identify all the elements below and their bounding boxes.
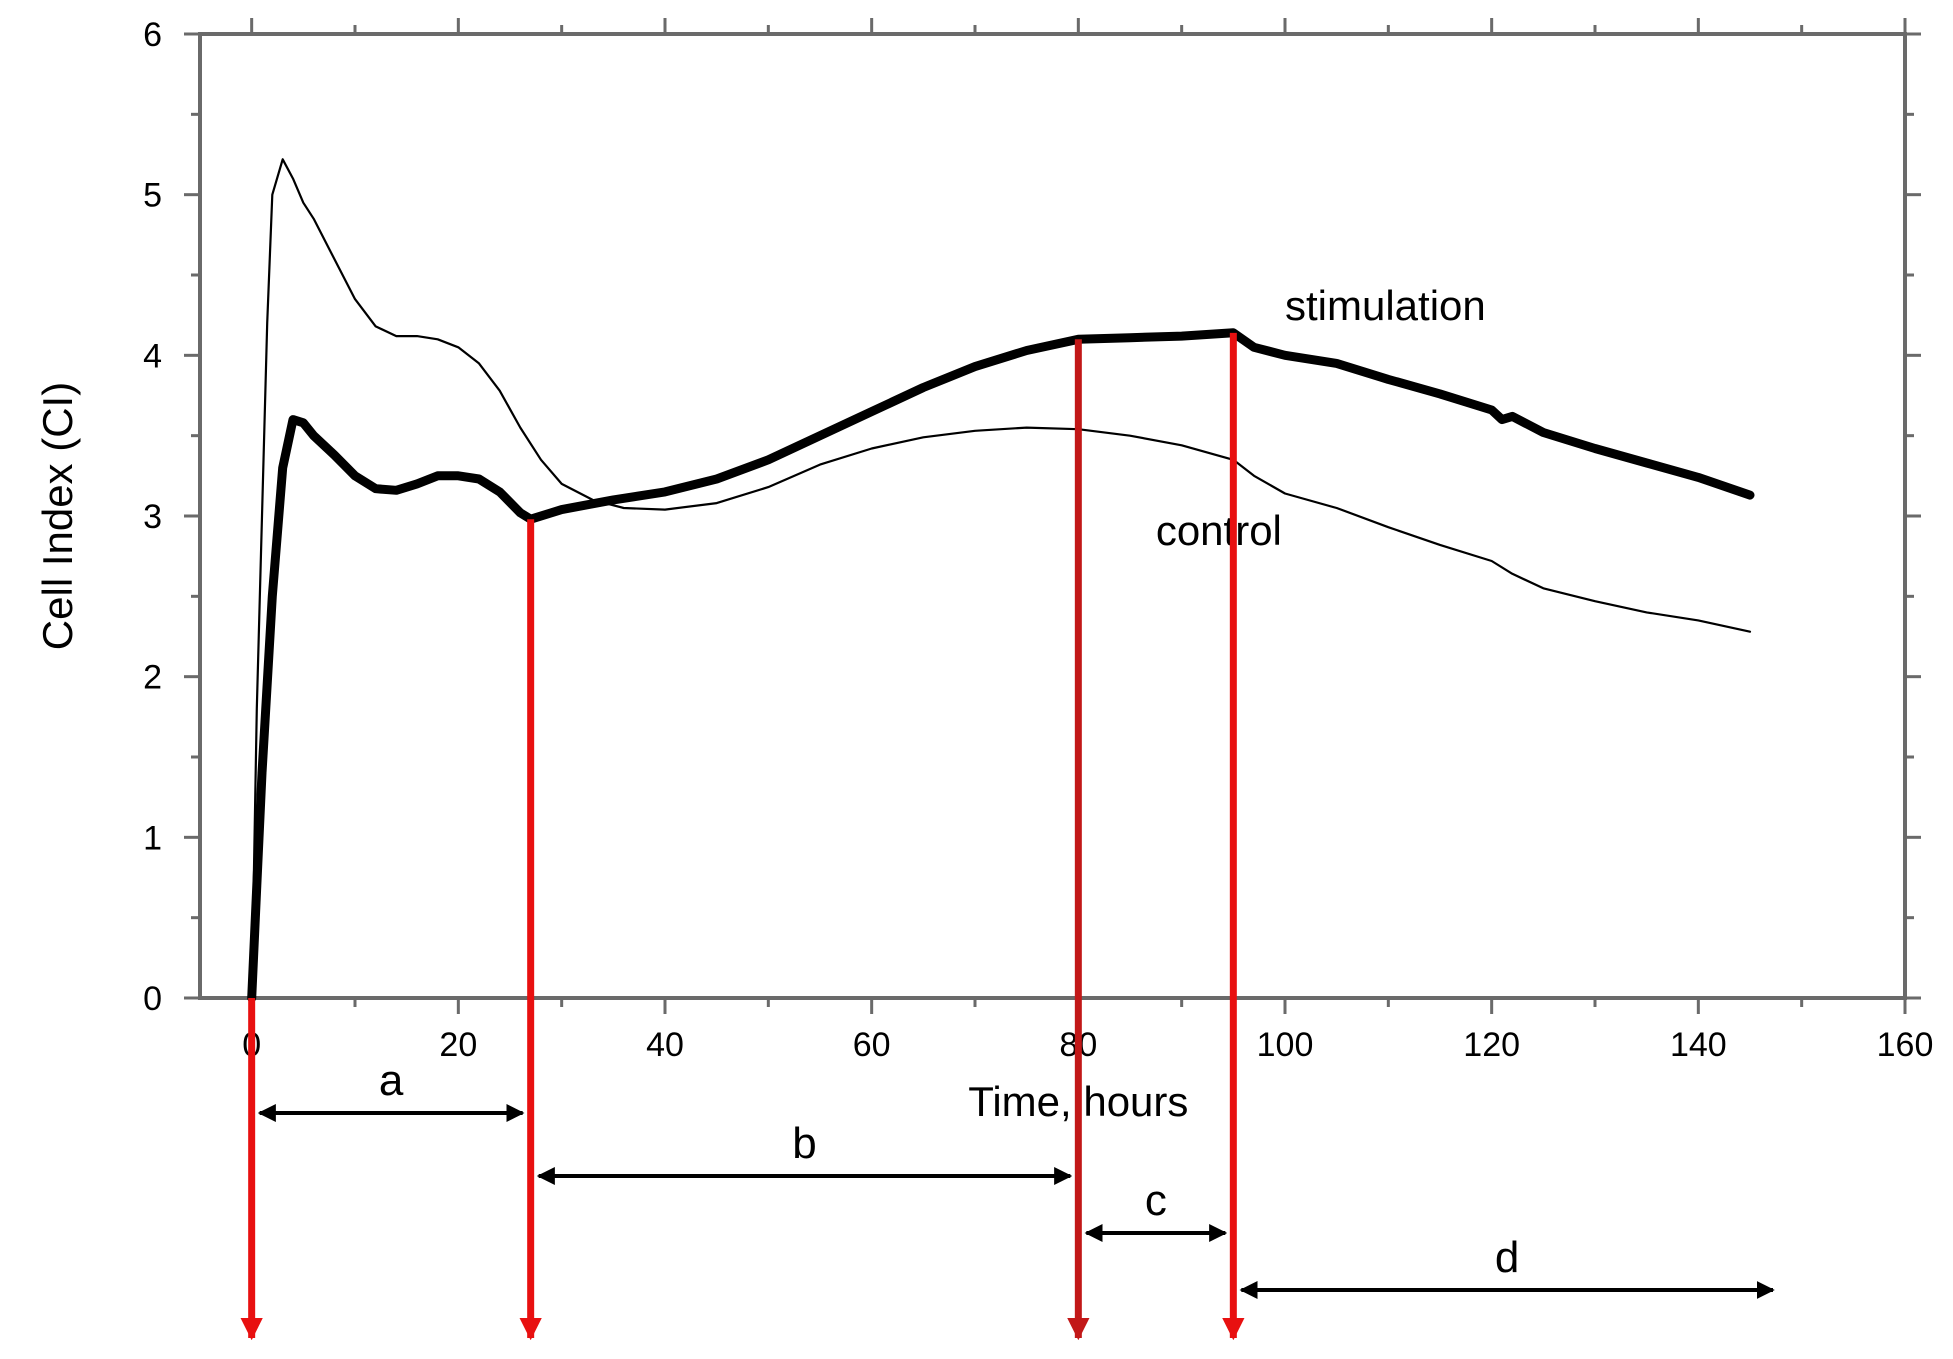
x-tick-label: 20: [439, 1026, 477, 1064]
series-line-control: [250, 158, 1752, 1000]
series-label-stimulation: stimulation: [1285, 282, 1486, 329]
plot-frame: [198, 32, 1907, 1000]
y-tick-label: 2: [143, 659, 162, 697]
axis-ticks: [184, 18, 1921, 1014]
phase-boundary-markers: [240, 332, 1245, 1341]
phase-label-c: c: [1145, 1176, 1167, 1225]
y-tick-label: 5: [143, 177, 162, 215]
x-tick-label: 140: [1670, 1026, 1727, 1064]
series-labels: stimulation control: [1156, 282, 1486, 554]
phase-intervals: a b c d: [257, 1056, 1775, 1299]
x-tick-label: 160: [1877, 1026, 1934, 1064]
x-tick-label: 100: [1257, 1026, 1314, 1064]
x-tick-label: 60: [853, 1026, 891, 1064]
series-lines: [247, 158, 1755, 1003]
y-tick-label: 1: [143, 819, 162, 857]
axis-tick-labels: 0204060801001201401600123456: [143, 16, 1933, 1064]
series-label-control: control: [1156, 507, 1282, 554]
phase-label-b: b: [792, 1119, 816, 1168]
y-tick-label: 0: [143, 980, 162, 1018]
y-tick-label: 4: [143, 337, 162, 375]
x-tick-label: 40: [646, 1026, 684, 1064]
phase-label-a: a: [379, 1056, 404, 1105]
y-axis-label: Cell Index (CI): [34, 382, 81, 650]
x-tick-label: 120: [1463, 1026, 1520, 1064]
y-tick-label: 6: [143, 16, 162, 54]
y-tick-label: 3: [143, 498, 162, 536]
series-line-stimulation: [247, 328, 1755, 1003]
phase-label-d: d: [1495, 1233, 1519, 1282]
